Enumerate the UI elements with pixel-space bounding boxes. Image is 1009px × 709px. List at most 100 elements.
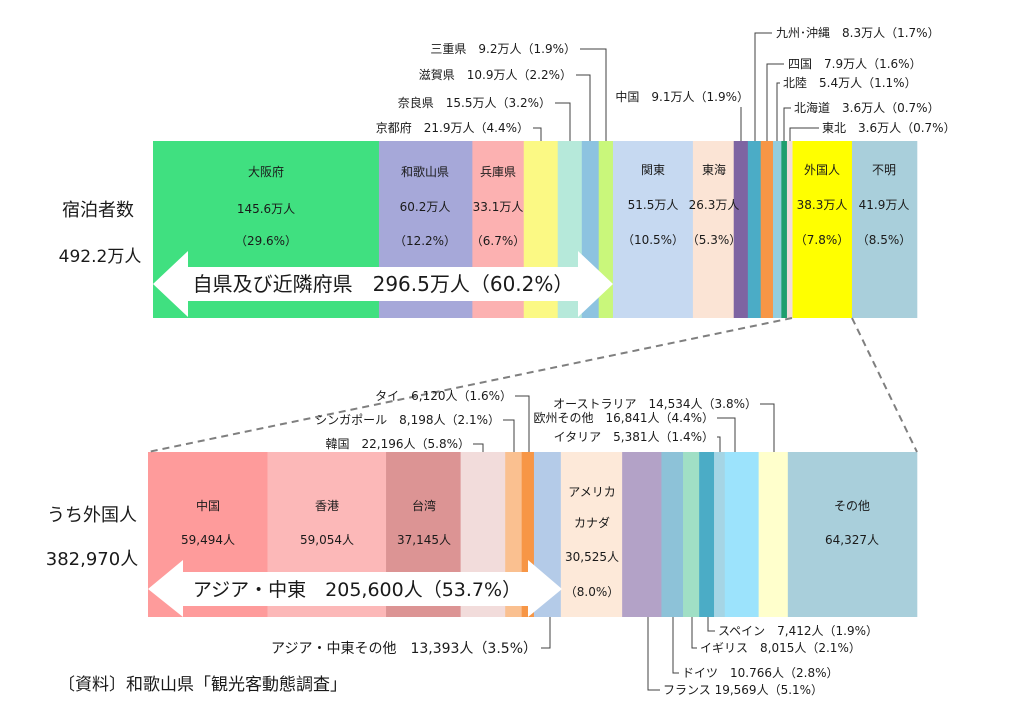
segment-value-label: 38.3万人 [797,198,848,212]
top-bar-segment-13 [772,141,782,318]
callout-leader-line [473,443,484,452]
segment-value-label: 59,494人 [181,533,235,547]
bottom-group-arrow-label: アジア・中東 205,600人（53.7%） [193,579,521,601]
top-bar-segment-14 [781,141,788,318]
segment-name-label: 兵庫県 [480,165,516,179]
bottom-bar-segment-13 [714,452,726,617]
segment-pct-label: （7.8%） [795,233,850,247]
bottom-bar-segment-16 [787,452,918,617]
bottom-bar-segment-11 [683,452,700,617]
top-group-arrow [153,251,613,317]
callout-label: オーストラリア 14,534人（3.8%） [553,397,757,411]
segment-name-label: その他 [834,499,870,513]
bottom-bar-segment-8 [560,452,623,617]
top-bar-segment-11 [747,141,762,318]
segment-pct-label: （29.6%） [235,234,297,248]
callout-label: シンガポール 8,198人（2.1%） [315,413,500,427]
callout-label: 四国 7.9万人（1.6%） [788,57,922,71]
segment-value-label: 26.3万人 [689,198,740,212]
segment-pct-label: （12.2%） [394,234,456,248]
callout-label: 京都府 21.9万人（4.4%） [376,120,529,135]
callout-leader-line [766,63,784,141]
callout-leader-line [717,436,721,452]
callout-leader-line [760,403,775,452]
bottom-group-arrow [148,560,562,617]
segment-value-label: 145.6万人 [237,202,295,216]
callout-leader-line [515,395,530,452]
top-bar-segment-16 [792,141,853,318]
callout-leader-line [717,417,736,452]
segment-value-label: 59,054人 [300,533,354,547]
callout-label: 欧州その他 16,841人（4.4%） [534,411,714,425]
top-bar-segment-10 [733,141,749,318]
callout-leader-line [789,127,819,141]
top-bar-segment-8 [612,141,694,318]
callout-leader-line [672,617,679,674]
top-bar-segment-15 [786,141,793,318]
callout-label: 滋賀県 10.9万人（2.2%） [419,68,572,82]
callout-leader-line [647,617,660,691]
segment-name-label: 関東 [641,163,665,177]
callout-label: スペイン 7,412人（1.9%） [718,624,878,638]
callout-label: タイ 6,120人（1.6%） [375,389,512,403]
callout-label: 奈良県 15.5万人（3.2%） [398,95,551,110]
callout-label: 北海道 3.6万人（0.7%） [794,100,940,115]
callout-leader-line [533,127,542,141]
callout-label: イタリア 5,381人（1.4%） [554,430,714,444]
top-bar-segment-12 [760,141,774,318]
callout-leader-line [691,617,697,649]
zoom-connector-right [851,317,918,453]
segment-value-label: 33.1万人 [473,200,524,214]
segment-name-label: 台湾 [412,498,436,513]
segment-pct-label: （10.5%） [622,233,684,247]
callout-leader-line [555,102,571,141]
top-callouts: 三重県 9.2万人（1.9%） 滋賀県 10.9万人（2.2%） 奈良県 15.… [376,25,956,141]
top-bar-segment-9 [692,141,735,318]
segment-value-label: 60.2万人 [400,200,451,214]
callout-label: ドイツ 10.766人（2.8%） [682,666,838,680]
callout-leader-line [776,82,780,141]
bottom-bar-segment-14 [724,452,759,617]
bottom-bar-segment-9 [622,452,662,617]
bottom-callouts-below: アジア・中東その他 13,393人（3.5%） スペイン 7,412人（1.9%… [271,617,878,697]
bottom-bar-segment-10 [661,452,684,617]
top-row-label: 宿泊者数 [62,200,134,221]
bottom-row-total: 382,970人 [46,549,138,570]
callout-label: 韓国 22,196人（5.8%） [326,437,470,451]
segment-name-label: 外国人 [804,163,840,177]
bottom-callouts-top: タイ 6,120人（1.6%） シンガポール 8,198人（2.1%） 韓国 2… [315,389,775,452]
segment-name-label: アメリカ [568,485,615,499]
callout-leader-line [783,107,791,141]
callout-label: 九州･沖縄 8.3万人（1.7%） [776,25,940,40]
segment-value-label: 37,145人 [397,533,451,547]
segment-name-label: 大阪府 [248,164,284,179]
callout-label: 北陸 5.4万人（1.1%） [783,76,917,90]
segment-value-label: 51.5万人 [628,198,679,212]
segment-value-label: 41.9万人 [859,198,910,212]
bottom-inside-labels: 中国 59,494人 香港 59,054人 台湾 37,145人 アメリカ カナ… [181,485,879,599]
segment-name-label: 不明 [872,163,896,177]
segment-pct-label: （8.5%） [857,233,912,247]
top-row-total: 492.2万人 [59,247,142,267]
top-group-arrow-label: 自県及び近隣府県 296.5万人（60.2%） [193,272,574,296]
callout-leader-line [576,74,591,141]
top-inside-labels: 大阪府 145.6万人 （29.6%） 和歌山県 60.2万人 （12.2%） … [235,162,911,248]
bottom-bar-segment-15 [758,452,789,617]
bottom-row-label: うち外国人 [47,505,137,526]
callout-label: 中国 9.1万人（1.9%） [615,89,749,104]
top-bar-segment-17 [851,141,918,318]
callout-label: フランス 19,569人（5.1%） [663,683,823,697]
segment-pct-label: （8.0%） [565,585,620,599]
segment-name-label: 東海 [702,162,726,177]
segment-value-label: 30,525人 [565,550,619,564]
callout-label: イギリス 8,015人（2.1%） [700,641,861,655]
callout-label: 東北 3.6万人（0.7%） [822,121,956,135]
segment-value-label: 64,327人 [825,533,879,547]
callout-leader-line [580,48,607,141]
segment-name-label: 和歌山県 [401,164,449,179]
source-note: 〔資料〕和歌山県「観光客動態調査」 [58,675,347,695]
callout-label: アジア・中東その他 13,393人（3.5%） [271,641,537,657]
segment-name-label: カナダ [574,515,610,530]
segment-pct-label: （6.7%） [471,234,526,248]
